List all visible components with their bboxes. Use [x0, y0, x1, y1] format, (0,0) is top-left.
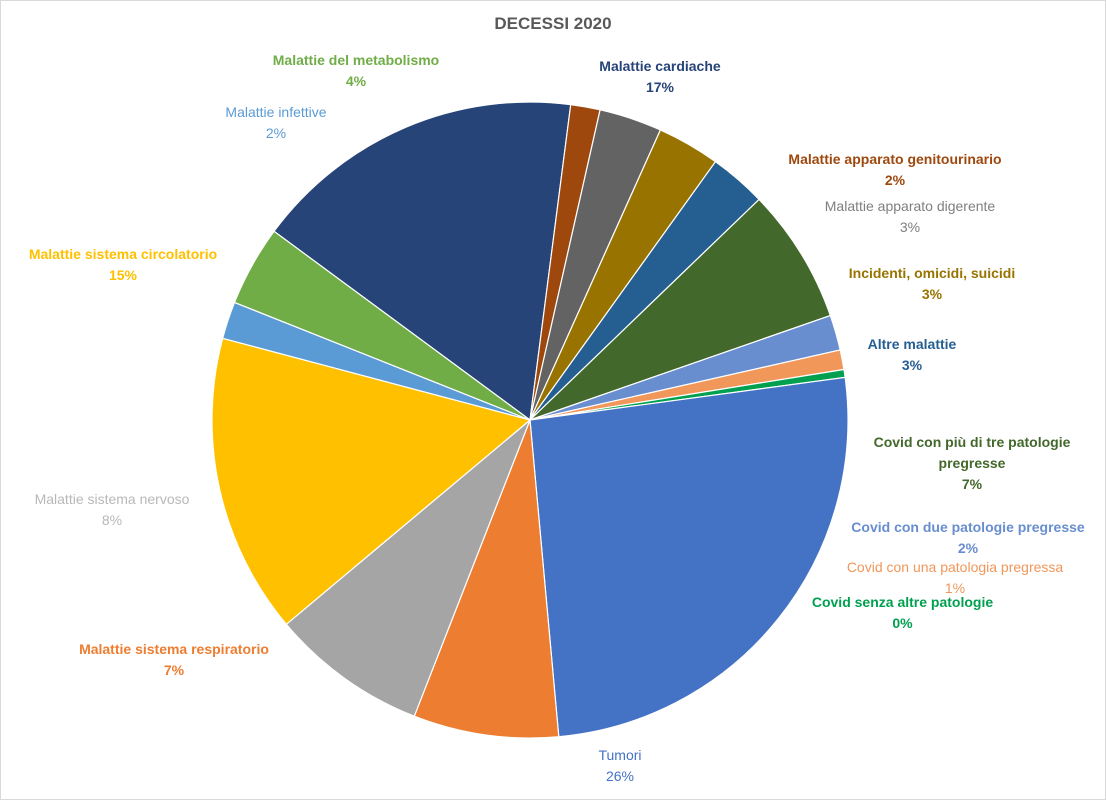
pie-slice-covid-con-pi-di-tre-patologie-pregresse — [529, 198, 832, 421]
label-malattie-sistema-respiratorio: Malattie sistema respiratorio 7% — [60, 639, 288, 681]
label-covid-senza-altre-patologie: Covid senza altre patologie 0% — [800, 592, 1005, 634]
label-name: Malattie del metabolismo — [272, 52, 440, 68]
label-altre-malattie: Altre malattie 3% — [842, 334, 982, 376]
label-name: Malattie apparato genitourinario — [788, 151, 1002, 167]
label-malattie-apparato-digerente: Malattie apparato digerente 3% — [790, 196, 1030, 238]
pie-slice-malattie-sistema-nervoso — [285, 419, 531, 717]
label-percent: 1% — [944, 580, 966, 596]
label-percent: 7% — [961, 476, 983, 492]
label-name: Malattie infettive — [225, 104, 327, 120]
label-percent: 7% — [163, 662, 185, 678]
label-percent: 2% — [265, 125, 287, 141]
label-percent: 4% — [345, 73, 367, 89]
label-name: Covid con più di tre patologie pregresse — [873, 434, 1071, 471]
label-name: Malattie sistema nervoso — [34, 491, 190, 507]
pie-slice-malattie-del-metabolismo — [233, 230, 531, 421]
label-name: Covid senza altre patologie — [811, 594, 994, 610]
label-malattie-sistema-nervoso: Malattie sistema nervoso 8% — [12, 489, 212, 531]
label-name: Covid con una patologia pregressa — [846, 559, 1064, 575]
label-name: Altre malattie — [867, 336, 957, 352]
label-covid-due-patologie: Covid con due patologie pregresse 2% — [843, 517, 1093, 559]
label-percent: 0% — [892, 615, 913, 631]
label-name: Incidenti, omicidi, suicidi — [848, 265, 1016, 281]
label-covid-piu-di-tre-patologie: Covid con più di tre patologie pregresse… — [862, 432, 1082, 495]
label-percent: 3% — [899, 219, 921, 235]
pie-slice-malattie-sistema-respiratorio — [413, 419, 560, 739]
label-name: Malattie apparato digerente — [824, 198, 996, 214]
label-malattie-cardiache: Malattie cardiache 17% — [560, 56, 760, 98]
label-percent: 2% — [884, 172, 906, 188]
label-percent: 15% — [108, 267, 138, 283]
pie-slice-malattie-sistema-circolatorio — [211, 337, 532, 626]
label-name: Malattie cardiache — [599, 58, 721, 74]
label-name: Covid con due patologie pregresse — [851, 519, 1085, 535]
label-malattie-infettive: Malattie infettive 2% — [196, 102, 356, 144]
label-percent: 26% — [605, 768, 635, 784]
label-percent: 17% — [645, 79, 675, 95]
label-percent: 2% — [957, 540, 979, 556]
label-incidenti-omicidi-suicidi: Incidenti, omicidi, suicidi 3% — [822, 263, 1042, 305]
label-percent: 3% — [901, 357, 923, 373]
label-percent: 8% — [101, 512, 123, 528]
label-malattie-sistema-circolatorio: Malattie sistema circolatorio 15% — [12, 244, 234, 286]
label-name: Malattie sistema respiratorio — [79, 641, 269, 657]
chart-title: DECESSI 2020 — [494, 14, 612, 33]
label-covid-una-patologia: Covid con una patologia pregressa 1% — [830, 557, 1080, 599]
pie-slice-tumori — [529, 376, 849, 738]
label-name: Malattie sistema circolatorio — [28, 246, 218, 262]
pie-slice-malattie-cardiache — [273, 101, 572, 422]
label-tumori: Tumori 26% — [570, 745, 670, 787]
label-malattie-apparato-genitourinario: Malattie apparato genitourinario 2% — [755, 149, 1035, 191]
label-malattie-del-metabolismo: Malattie del metabolismo 4% — [246, 50, 466, 92]
label-percent: 3% — [921, 286, 943, 302]
label-name: Tumori — [598, 747, 642, 763]
